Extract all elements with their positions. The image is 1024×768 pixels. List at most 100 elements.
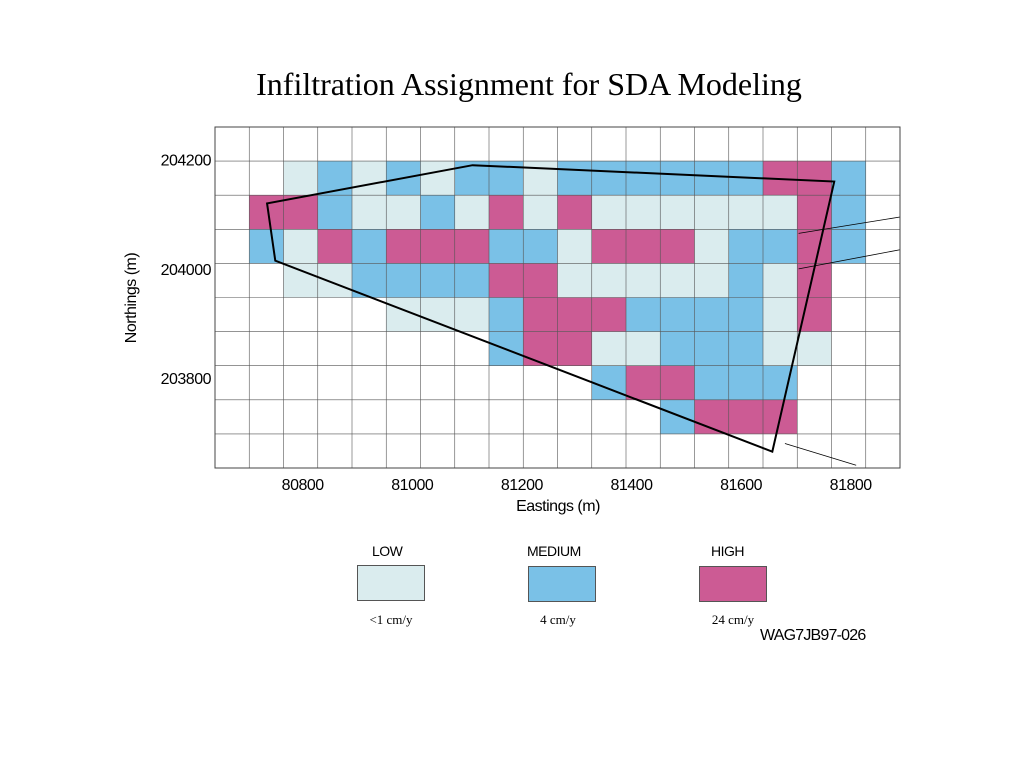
cell-r0-c17 xyxy=(831,161,866,196)
outer-line-0 xyxy=(798,216,901,234)
cell-r2-c9 xyxy=(557,229,592,264)
cell-r5-c8 xyxy=(523,331,558,366)
cell-r4-c8 xyxy=(523,297,558,332)
cell-r0-c11 xyxy=(626,161,661,196)
chart-title: Infiltration Assignment for SDA Modeling xyxy=(256,66,802,102)
cell-r6-c11 xyxy=(626,365,661,400)
cell-r2-c4 xyxy=(386,229,421,264)
cell-r3-c2 xyxy=(317,263,352,298)
y-tick-labels: 203800 204000 204200 xyxy=(161,153,212,388)
y-tick-label: 204200 xyxy=(161,153,212,170)
cell-r0-c12 xyxy=(660,161,695,196)
cell-r1-c6 xyxy=(454,195,489,230)
cell-r3-c4 xyxy=(386,263,421,298)
cell-r3-c8 xyxy=(523,263,558,298)
cell-r4-c13 xyxy=(694,297,729,332)
cell-r6-c10 xyxy=(591,365,626,400)
y-axis-label: Northings (m) xyxy=(123,253,140,344)
x-tick-label: 81000 xyxy=(391,477,434,494)
cell-r3-c11 xyxy=(626,263,661,298)
x-tick-label: 81400 xyxy=(610,477,653,494)
outer-line-2 xyxy=(784,443,857,466)
cell-r0-c9 xyxy=(557,161,592,196)
cell-r1-c16 xyxy=(797,195,832,230)
cell-r4-c12 xyxy=(660,297,695,332)
cell-r6-c14 xyxy=(728,365,763,400)
cell-r3-c10 xyxy=(591,263,626,298)
plot-frame xyxy=(214,126,901,469)
cell-r4-c10 xyxy=(591,297,626,332)
cell-r5-c9 xyxy=(557,331,592,366)
cell-r4-c5 xyxy=(420,297,455,332)
cell-r5-c16 xyxy=(797,331,832,366)
cell-r7-c14 xyxy=(728,399,763,434)
cell-r2-c11 xyxy=(626,229,661,264)
x-axis-label: Eastings (m) xyxy=(516,498,600,515)
cell-r3-c14 xyxy=(728,263,763,298)
outer-line-1 xyxy=(798,249,901,270)
legend-label-high: HIGH xyxy=(711,543,745,559)
cell-r4-c16 xyxy=(797,297,832,332)
cell-r1-c14 xyxy=(728,195,763,230)
cell-r2-c2 xyxy=(317,229,352,264)
cell-r0-c13 xyxy=(694,161,729,196)
cell-r2-c6 xyxy=(454,229,489,264)
x-tick-label: 81800 xyxy=(830,477,873,494)
cell-r5-c10 xyxy=(591,331,626,366)
cell-r6-c12 xyxy=(660,365,695,400)
cell-r2-c14 xyxy=(728,229,763,264)
cell-r1-c12 xyxy=(660,195,695,230)
cell-r7-c12 xyxy=(660,399,695,434)
y-tick-label: 204000 xyxy=(161,262,212,279)
cell-r3-c6 xyxy=(454,263,489,298)
infiltration-cells xyxy=(249,161,866,434)
legend-swatch-high xyxy=(699,566,767,602)
x-tick-labels: 80800 81000 81200 81400 81600 81800 xyxy=(282,477,873,494)
cell-r3-c13 xyxy=(694,263,729,298)
x-tick-label: 80800 xyxy=(282,477,325,494)
cell-r3-c12 xyxy=(660,263,695,298)
cell-r0-c3 xyxy=(352,161,387,196)
cell-r1-c1 xyxy=(283,195,318,230)
cell-r4-c11 xyxy=(626,297,661,332)
y-tick-label: 203800 xyxy=(161,371,212,388)
legend-label-medium: MEDIUM xyxy=(527,543,581,559)
cell-r0-c1 xyxy=(283,161,318,196)
grid-lines xyxy=(215,127,901,469)
cell-r0-c5 xyxy=(420,161,455,196)
cell-r3-c15 xyxy=(763,263,798,298)
cell-r2-c15 xyxy=(763,229,798,264)
legend-label-low: LOW xyxy=(372,543,403,559)
legend-swatch-medium xyxy=(528,566,596,602)
cell-r2-c13 xyxy=(694,229,729,264)
cell-r1-c8 xyxy=(523,195,558,230)
cell-r1-c7 xyxy=(489,195,524,230)
cell-r1-c13 xyxy=(694,195,729,230)
cell-r4-c14 xyxy=(728,297,763,332)
cell-r1-c11 xyxy=(626,195,661,230)
site-boundary xyxy=(265,164,836,453)
cell-r5-c13 xyxy=(694,331,729,366)
cell-r1-c10 xyxy=(591,195,626,230)
cell-r6-c15 xyxy=(763,365,798,400)
cell-r2-c1 xyxy=(283,229,318,264)
cell-r2-c0 xyxy=(249,229,284,264)
cell-r4-c9 xyxy=(557,297,592,332)
cell-r2-c17 xyxy=(831,229,866,264)
cell-r1-c2 xyxy=(317,195,352,230)
cell-r0-c8 xyxy=(523,161,558,196)
cell-r5-c15 xyxy=(763,331,798,366)
x-tick-label: 81200 xyxy=(501,477,544,494)
cell-r2-c7 xyxy=(489,229,524,264)
cell-r6-c13 xyxy=(694,365,729,400)
cell-r2-c8 xyxy=(523,229,558,264)
cell-r2-c12 xyxy=(660,229,695,264)
cell-r4-c7 xyxy=(489,297,524,332)
cell-r3-c1 xyxy=(283,263,318,298)
cell-r0-c16 xyxy=(797,161,832,196)
cell-r2-c5 xyxy=(420,229,455,264)
legend-rate-low: <1 cm/y xyxy=(369,612,413,627)
legend-rate-high: 24 cm/y xyxy=(711,612,755,627)
cell-r3-c7 xyxy=(489,263,524,298)
